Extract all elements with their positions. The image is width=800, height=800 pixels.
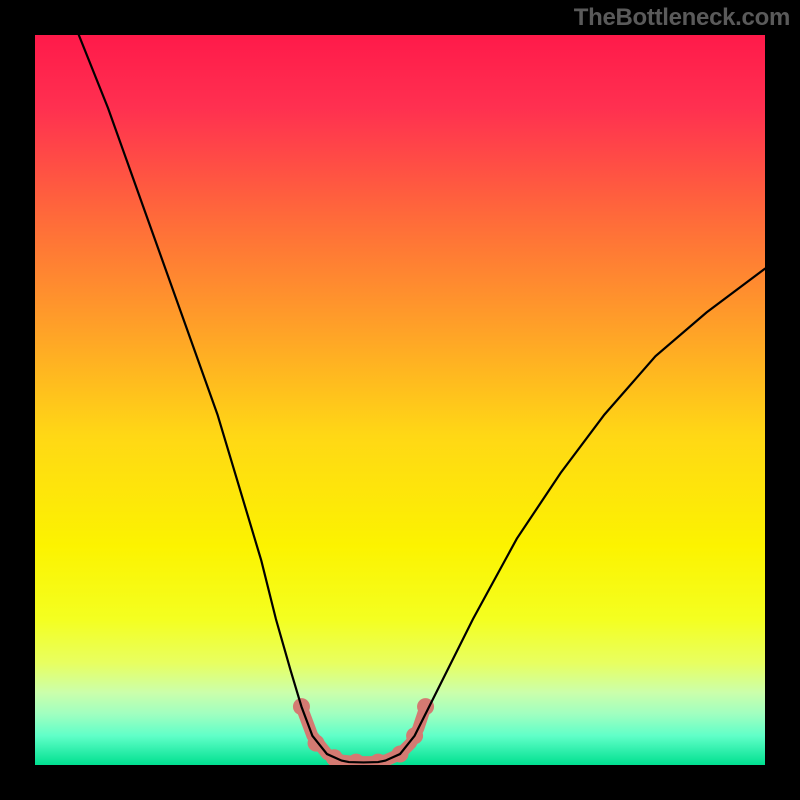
watermark-text: TheBottleneck.com xyxy=(574,4,790,32)
chart-canvas xyxy=(0,0,800,800)
bottleneck-chart: TheBottleneck.com xyxy=(0,0,800,800)
